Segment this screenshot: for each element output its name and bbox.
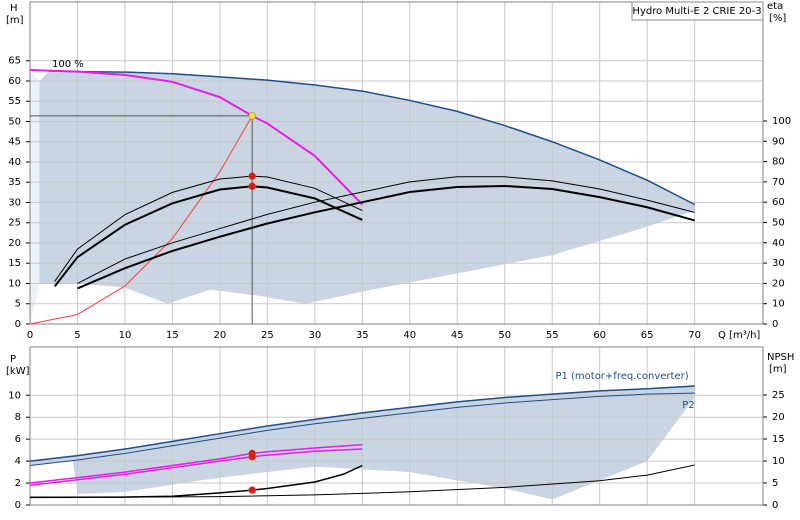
y2-tick-label: 60 (772, 197, 785, 208)
duty-point (248, 172, 256, 180)
y2-tick-label: 15 (772, 434, 785, 445)
envelope-area (39, 70, 695, 304)
y-tick-label: 2 (15, 478, 21, 489)
y-axis-unit: [kW] (6, 366, 30, 377)
x-tick-label: 60 (593, 330, 606, 341)
y-tick-label: 60 (8, 76, 21, 87)
y-axis-unit: [m] (6, 15, 24, 26)
y-tick-label: 8 (15, 412, 21, 423)
curve (30, 464, 695, 498)
duty-point (248, 112, 256, 120)
y-tick-label: 10 (8, 390, 21, 401)
y2-tick-label: 25 (772, 390, 785, 401)
curve (77, 176, 695, 284)
curve (29, 385, 695, 462)
y2-tick-label: 30 (772, 258, 785, 269)
y2-tick-label: 80 (772, 157, 785, 168)
y2-tick-label: 0 (772, 319, 778, 330)
y-tick-label: 50 (8, 116, 21, 127)
y-tick-label: 4 (15, 456, 21, 467)
x-tick-label: 0 (27, 330, 33, 341)
envelope-area (30, 70, 40, 324)
title-box (631, 1, 764, 21)
y2-axis-unit: [m] (769, 364, 787, 375)
curve (29, 69, 364, 206)
plot-frame (29, 346, 764, 506)
y2-axis-unit: [%] (769, 13, 786, 24)
curve (29, 115, 253, 325)
y2-tick-label: 40 (772, 238, 785, 249)
plot-frame (29, 1, 764, 325)
y2-tick-label: 20 (772, 278, 785, 289)
x-tick-label: 15 (166, 330, 179, 341)
y2-tick-label: 50 (772, 217, 785, 228)
y-tick-label: 10 (8, 278, 21, 289)
y2-tick-label: 10 (772, 456, 785, 467)
series-label: P2 (682, 400, 694, 411)
x-tick-label: 70 (688, 330, 701, 341)
duty-point (248, 486, 256, 494)
y-tick-label: 65 (8, 56, 21, 67)
x-tick-label: 5 (74, 330, 80, 341)
y-tick-label: 30 (8, 197, 21, 208)
x-tick-label: 10 (119, 330, 132, 341)
y-tick-label: 35 (8, 177, 21, 188)
curve (29, 392, 695, 466)
y2-tick-label: 10 (772, 299, 785, 310)
curve (48, 70, 695, 206)
x-axis-label: Q [m³/h] (718, 330, 760, 341)
y2-tick-label: 90 (772, 136, 785, 147)
x-tick-label: 20 (214, 330, 227, 341)
x-tick-label: 35 (356, 330, 369, 341)
y2-axis-label: eta (767, 1, 783, 12)
curve (77, 184, 695, 290)
y-axis-label: H (10, 3, 18, 14)
y2-tick-label: 5 (772, 478, 778, 489)
y-tick-label: 15 (8, 258, 21, 269)
x-tick-label: 25 (261, 330, 274, 341)
annotation: 100 % (52, 59, 84, 70)
y-tick-label: 25 (8, 218, 21, 229)
y-tick-label: 55 (8, 96, 21, 107)
y-tick-label: 20 (8, 238, 21, 249)
y-tick-label: 6 (15, 434, 21, 445)
curve (29, 443, 363, 484)
y2-axis-label: NPSH (767, 352, 794, 363)
curve (54, 175, 363, 282)
chart-title: Hydro Multi-E 2 CRIE 20-3 (632, 6, 761, 17)
x-tick-label: 55 (546, 330, 559, 341)
curve (29, 448, 363, 486)
y2-tick-label: 100 (772, 116, 791, 127)
duty-point (248, 182, 256, 191)
y-axis-label: P (10, 354, 16, 365)
y-tick-label: 0 (15, 319, 21, 330)
y-tick-label: 5 (15, 299, 21, 310)
y-tick-label: 0 (15, 500, 21, 511)
x-tick-label: 50 (498, 330, 511, 341)
y2-tick-label: 70 (772, 177, 785, 188)
curve (53, 185, 363, 287)
series-label: P1 (motor+freq.converter) (555, 371, 688, 382)
x-tick-label: 30 (308, 330, 321, 341)
y-tick-label: 40 (8, 157, 21, 168)
y2-tick-label: 0 (772, 500, 778, 511)
y2-tick-label: 20 (772, 412, 785, 423)
y-tick-label: 45 (8, 137, 21, 148)
x-tick-label: 65 (641, 330, 654, 341)
x-tick-label: 45 (451, 330, 464, 341)
duty-point (248, 452, 256, 461)
x-tick-label: 40 (403, 330, 416, 341)
